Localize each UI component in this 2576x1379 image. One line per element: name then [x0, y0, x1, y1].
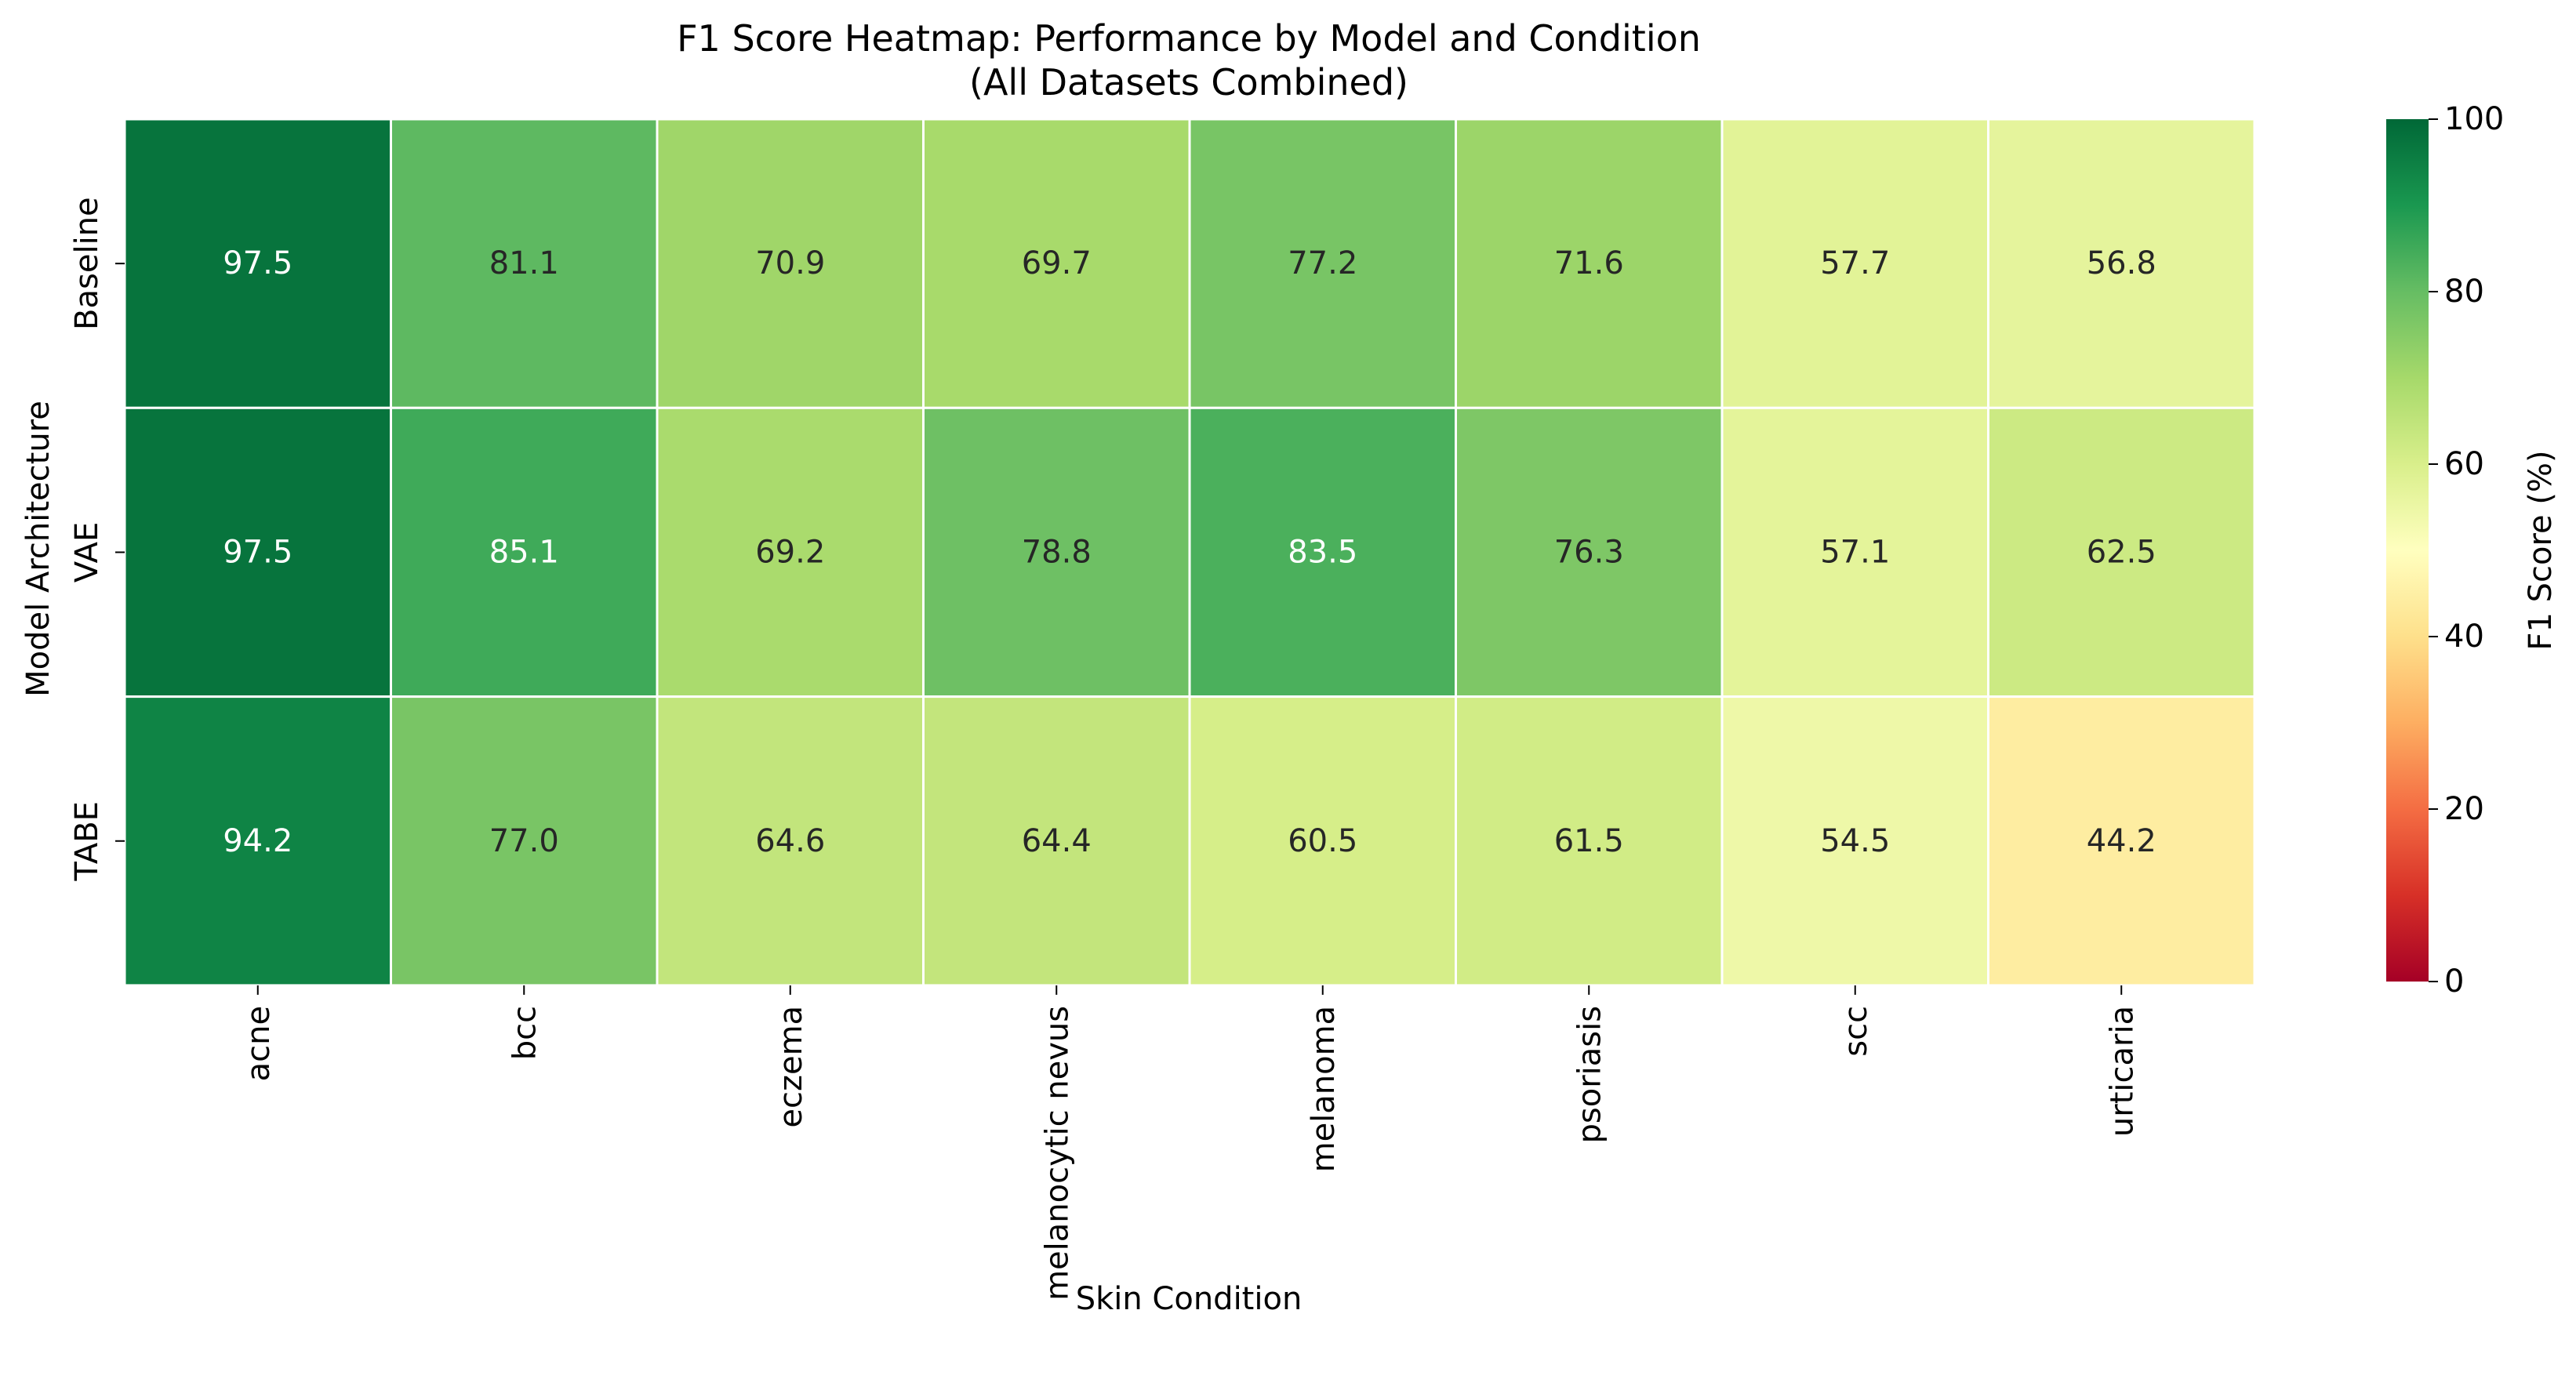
chart-subtitle: (All Datasets Combined) [969, 61, 1408, 103]
heatmap-cell [1455, 406, 1724, 699]
cell-value-label: 64.4 [1022, 823, 1092, 859]
heatmap-cell [922, 695, 1191, 987]
cell-value-label: 54.5 [1820, 823, 1890, 859]
heatmap-cell [1188, 406, 1457, 699]
colorbar-tick-label: 100 [2444, 101, 2504, 137]
heatmap-cell [1987, 118, 2256, 409]
heatmap-cell [1720, 695, 1989, 987]
cell-value-label: 85.1 [489, 534, 559, 570]
x-tick-label: psoriasis [1571, 1006, 1608, 1144]
heatmap-cell [123, 695, 392, 987]
colorbar-tick-label: 60 [2444, 446, 2484, 482]
cell-value-label: 60.5 [1288, 823, 1357, 859]
cell-value-label: 56.8 [2087, 245, 2156, 281]
heatmap-cell [922, 118, 1191, 409]
y-tick-label: VAE [69, 522, 105, 582]
heatmap-cell [390, 695, 659, 987]
cell-value-label: 77.0 [489, 823, 559, 859]
cell-value-label: 62.5 [2087, 534, 2156, 570]
x-tick-label: eczema [773, 1006, 809, 1128]
cell-value-label: 81.1 [489, 245, 559, 281]
cell-value-label: 44.2 [2087, 823, 2156, 859]
chart-title: F1 Score Heatmap: Performance by Model a… [677, 17, 1701, 60]
x-tick-label: acne [241, 1006, 277, 1081]
cell-value-label: 76.3 [1554, 534, 1624, 570]
cell-value-label: 97.5 [223, 245, 292, 281]
colorbar-tick-label: 0 [2444, 963, 2464, 1000]
cell-value-label: 69.2 [755, 534, 825, 570]
x-tick-label: scc [1838, 1006, 1874, 1057]
colorbar-tick-label: 20 [2444, 791, 2484, 827]
cell-value-label: 61.5 [1554, 823, 1624, 859]
heatmap-cell [656, 695, 925, 987]
x-tick-label: urticaria [2104, 1006, 2140, 1137]
y-tick-label: Baseline [69, 197, 105, 330]
heatmap-cell [123, 118, 392, 409]
colorbar [2386, 119, 2429, 982]
heatmap-cell [390, 406, 659, 699]
cell-value-label: 57.1 [1820, 534, 1890, 570]
y-axis-ticks: Baseline VAE TABE [69, 197, 125, 881]
heatmap-cell [656, 118, 925, 409]
x-tick-label: melanocytic nevus [1039, 1006, 1075, 1301]
cell-value-label: 97.5 [223, 534, 292, 570]
heatmap-cells: 97.5 81.1 70.9 69.7 77.2 71.6 57.7 56.8 97.5 85.1… [123, 118, 2256, 987]
colorbar-tick-label: 40 [2444, 619, 2484, 655]
heatmap-cell [1987, 695, 2256, 987]
heatmap-cell [1455, 118, 1724, 409]
heatmap-cell [1720, 406, 1989, 699]
cell-value-label: 70.9 [755, 245, 825, 281]
colorbar-tick-label: 80 [2444, 274, 2484, 310]
cell-value-label: 71.6 [1554, 245, 1624, 281]
cell-value-label: 83.5 [1288, 534, 1357, 570]
colorbar-label: F1 Score (%) [2523, 450, 2559, 650]
x-tick-label: bcc [507, 1006, 543, 1060]
x-tick-label: melanoma [1306, 1006, 1342, 1173]
cell-value-label: 77.2 [1288, 245, 1357, 281]
heatmap-cell [922, 406, 1191, 699]
cell-value-label: 94.2 [223, 823, 292, 859]
x-axis-label: Skin Condition [1076, 1281, 1303, 1317]
y-axis-label: Model Architecture [20, 401, 56, 697]
cell-value-label: 57.7 [1820, 245, 1890, 281]
cell-value-label: 78.8 [1022, 534, 1092, 570]
heatmap-cell [1987, 406, 2256, 699]
heatmap-cell [1455, 695, 1724, 987]
heatmap-cell [1188, 118, 1457, 409]
heatmap-cell [1188, 695, 1457, 987]
y-tick-label: TABE [69, 801, 105, 881]
colorbar-ticks: 0 20 40 60 80 100 [2429, 101, 2504, 1000]
cell-value-label: 69.7 [1022, 245, 1092, 281]
x-axis-ticks: acne bcc eczema melanocytic nevus melanoma ps… [241, 985, 2140, 1301]
heatmap-cell [390, 118, 659, 409]
cell-value-label: 64.6 [755, 823, 825, 859]
